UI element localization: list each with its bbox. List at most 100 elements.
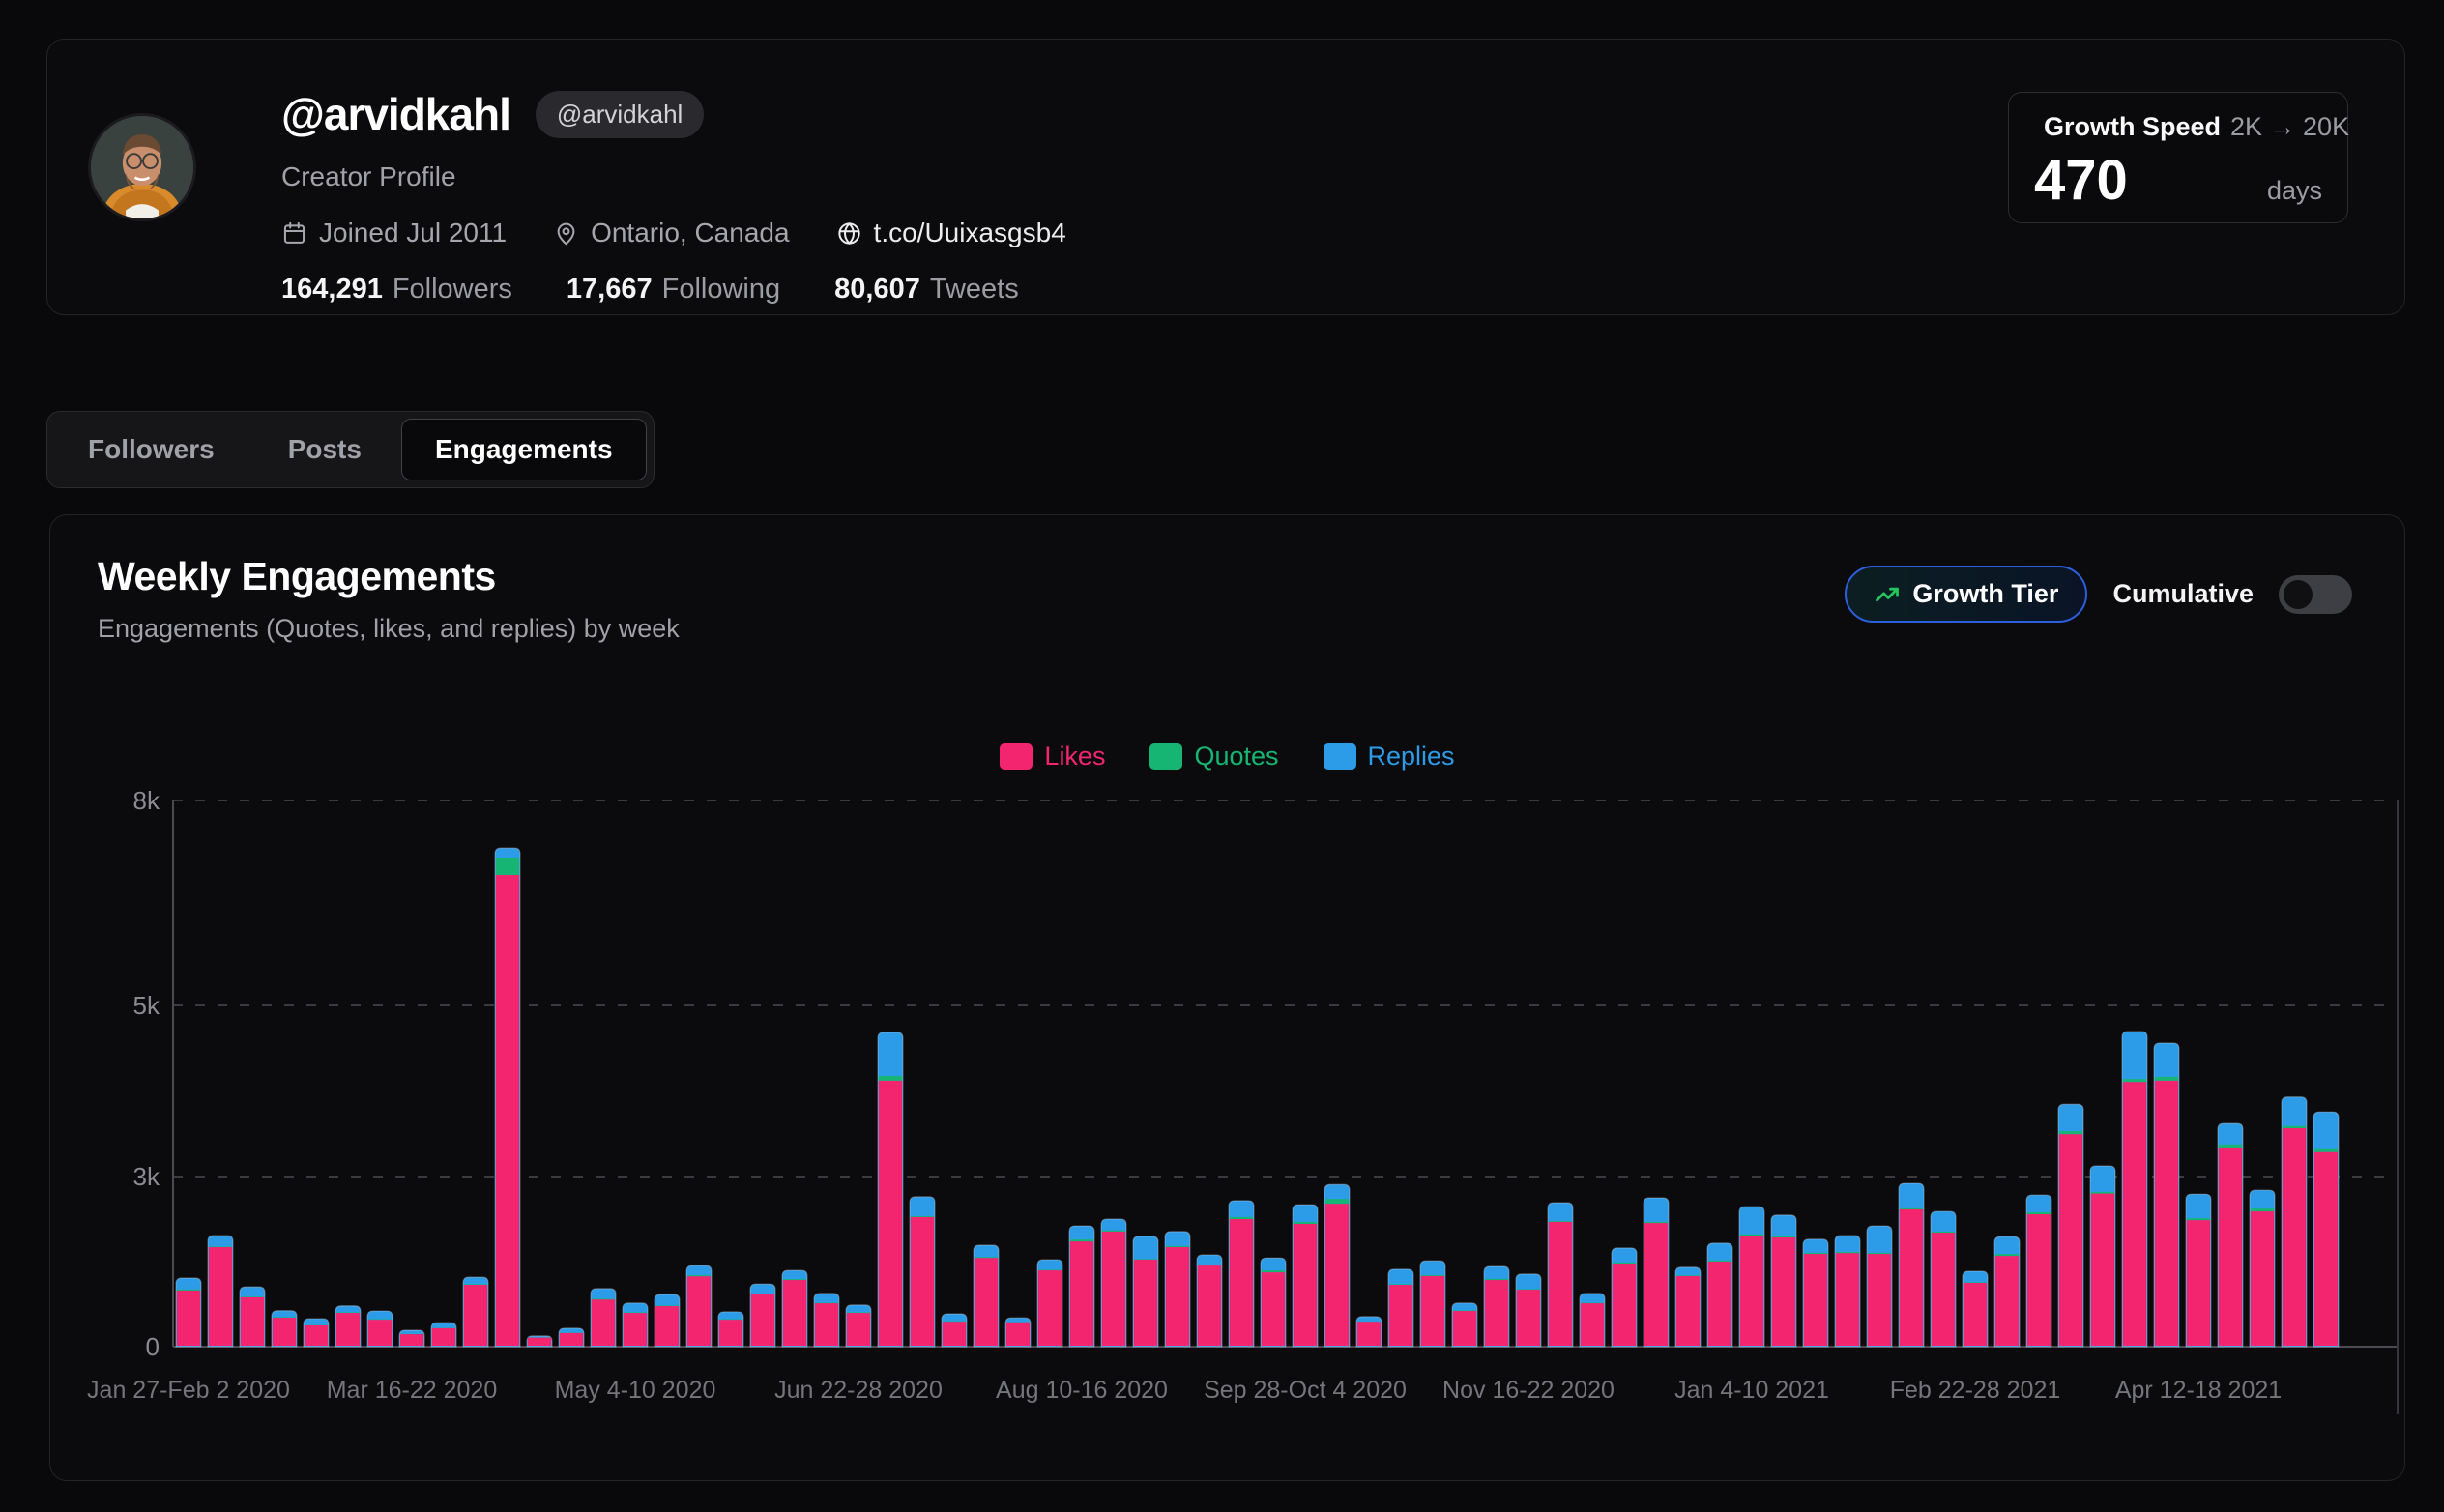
bar-week-27[interactable] [1036, 1259, 1063, 1348]
bar-week-25[interactable] [973, 1244, 1000, 1348]
bar-week-37[interactable] [1355, 1316, 1382, 1348]
bar-week-5[interactable] [335, 1305, 362, 1348]
bar-week-31[interactable] [1164, 1231, 1191, 1348]
profile-card: @arvidkahl @arvidkahl Creator Profile Jo… [46, 39, 2405, 315]
bar-week-45[interactable] [1611, 1247, 1638, 1348]
bar-week-19[interactable] [781, 1269, 808, 1348]
bar-week-48[interactable] [1706, 1242, 1733, 1348]
bar-week-35[interactable] [1292, 1204, 1319, 1348]
bar-week-66[interactable] [2281, 1096, 2308, 1348]
bar-week-17[interactable] [717, 1311, 744, 1348]
bar-week-64[interactable] [2217, 1122, 2244, 1348]
quotes-swatch [1149, 743, 1183, 770]
y-tick-label: 0 [146, 1332, 160, 1361]
bar-week-8[interactable] [430, 1322, 457, 1348]
bar-week-54[interactable] [1898, 1182, 1925, 1348]
growth-speed-card: Growth Speed 2K → 20K 470 days [2008, 92, 2349, 223]
bar-week-61[interactable] [2121, 1031, 2148, 1348]
bar-week-12[interactable] [558, 1327, 585, 1348]
chart-subtitle: Engagements (Quotes, likes, and replies)… [98, 614, 680, 643]
bar-week-55[interactable] [1930, 1210, 1957, 1348]
bar-week-39[interactable] [1419, 1260, 1446, 1348]
x-tick-label: Nov 16-22 2020 [1442, 1377, 1615, 1404]
tab-followers[interactable]: Followers [54, 419, 248, 480]
bar-week-9[interactable] [462, 1276, 489, 1348]
bar-week-6[interactable] [366, 1310, 393, 1348]
avatar-illustration [91, 116, 193, 218]
bar-week-32[interactable] [1196, 1254, 1223, 1348]
bar-week-11[interactable] [526, 1335, 553, 1348]
bar-week-44[interactable] [1579, 1293, 1606, 1348]
tab-posts[interactable]: Posts [254, 419, 395, 480]
bar-week-60[interactable] [2089, 1165, 2116, 1348]
bar-week-50[interactable] [1770, 1214, 1797, 1348]
profile-handle: @arvidkahl [281, 89, 511, 139]
bar-week-49[interactable] [1738, 1206, 1765, 1348]
bar-week-65[interactable] [2249, 1189, 2276, 1348]
bar-week-33[interactable] [1228, 1200, 1255, 1348]
bar-week-52[interactable] [1834, 1235, 1861, 1348]
handle-badge: @arvidkahl [535, 90, 705, 138]
bar-week-1[interactable] [207, 1235, 234, 1348]
chart-legend: Likes Quotes Replies [50, 741, 2404, 771]
bar-week-16[interactable] [685, 1265, 713, 1348]
bar-week-46[interactable] [1643, 1197, 1670, 1348]
x-tick-label: Apr 12-18 2021 [2115, 1377, 2282, 1404]
legend-item-replies: Replies [1323, 741, 1455, 771]
replies-swatch [1323, 743, 1356, 770]
bar-week-58[interactable] [2025, 1194, 2052, 1348]
chart-title: Weekly Engagements [98, 554, 496, 598]
x-tick-label: Aug 10-16 2020 [996, 1377, 1168, 1404]
bar-week-57[interactable] [1993, 1236, 2021, 1348]
bar-week-62[interactable] [2153, 1042, 2180, 1348]
tab-bar: Followers Posts Engagements [46, 411, 655, 488]
bar-week-36[interactable] [1324, 1183, 1351, 1348]
bar-week-24[interactable] [941, 1313, 968, 1348]
growth-tier-button[interactable]: Growth Tier [1845, 566, 2088, 623]
bar-week-41[interactable] [1483, 1265, 1510, 1348]
tab-engagements[interactable]: Engagements [400, 419, 647, 480]
website-link[interactable]: t.co/Uuixasgsb4 [836, 218, 1066, 248]
bar-week-53[interactable] [1866, 1225, 1893, 1348]
bar-week-13[interactable] [590, 1288, 617, 1348]
bar-week-28[interactable] [1068, 1225, 1095, 1348]
growth-speed-unit: days [2266, 176, 2322, 205]
bar-week-15[interactable] [654, 1294, 681, 1348]
bar-week-22[interactable] [877, 1032, 904, 1348]
bar-week-40[interactable] [1451, 1302, 1478, 1348]
bar-week-67[interactable] [2313, 1111, 2340, 1348]
likes-swatch [1000, 743, 1033, 770]
cumulative-toggle[interactable] [2279, 574, 2352, 614]
bar-week-0[interactable] [175, 1277, 202, 1348]
bar-week-23[interactable] [909, 1196, 936, 1348]
bar-week-43[interactable] [1547, 1202, 1574, 1348]
globe-icon [837, 221, 860, 245]
bar-week-29[interactable] [1100, 1218, 1127, 1348]
bar-week-20[interactable] [813, 1293, 840, 1348]
y-tick-label: 3k [133, 1162, 160, 1191]
bar-week-4[interactable] [303, 1318, 330, 1348]
bar-week-42[interactable] [1515, 1273, 1542, 1348]
bar-week-21[interactable] [845, 1304, 872, 1348]
bar-week-59[interactable] [2057, 1103, 2084, 1348]
bar-week-63[interactable] [2185, 1193, 2212, 1348]
bar-week-26[interactable] [1004, 1317, 1032, 1348]
bar-week-30[interactable] [1132, 1236, 1159, 1348]
bar-week-14[interactable] [622, 1302, 649, 1348]
bar-week-3[interactable] [271, 1310, 298, 1348]
x-tick-label: Jun 22-28 2020 [774, 1377, 943, 1404]
bar-week-56[interactable] [1962, 1270, 1989, 1348]
avatar [88, 113, 196, 221]
bar-week-47[interactable] [1674, 1266, 1702, 1348]
y-tick-label: 5k [133, 991, 160, 1020]
followers-stat: 164,291 Followers [281, 274, 512, 305]
bar-week-7[interactable] [398, 1329, 425, 1348]
bar-week-38[interactable] [1387, 1268, 1414, 1348]
bar-week-51[interactable] [1802, 1238, 1829, 1348]
growth-speed-value: 470 [2034, 149, 2128, 212]
bar-week-18[interactable] [749, 1283, 776, 1348]
map-pin-icon [557, 222, 575, 245]
bar-week-2[interactable] [239, 1286, 266, 1348]
bar-week-10[interactable] [494, 847, 521, 1348]
bar-week-34[interactable] [1260, 1257, 1287, 1348]
